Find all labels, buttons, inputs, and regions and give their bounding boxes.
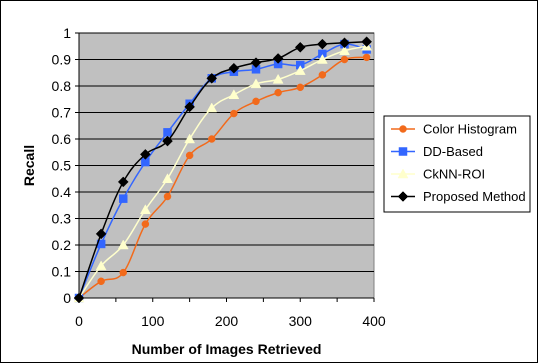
data-point (184, 101, 195, 113)
y-tick-label: 0.4 (52, 184, 72, 200)
data-point (274, 88, 282, 97)
data-point (140, 149, 151, 160)
series-cknn-roi (73, 40, 373, 303)
y-tick-label: 0.7 (52, 105, 72, 121)
data-point (294, 65, 306, 75)
y-tick-label: 1 (63, 25, 71, 41)
legend-marker (397, 191, 409, 202)
data-point (228, 89, 240, 99)
legend-marker (399, 125, 407, 133)
data-point (340, 55, 349, 64)
y-tick-label: 0 (63, 290, 71, 306)
data-point (230, 109, 238, 118)
x-tick-label: 100 (141, 313, 165, 329)
data-point (206, 72, 218, 84)
data-point (117, 239, 129, 250)
y-tick-label: 0.6 (52, 131, 72, 147)
data-point (272, 53, 284, 64)
y-tick-label: 0.5 (52, 158, 72, 174)
legend-item-cknn-roi: CkNN-ROI (391, 167, 485, 182)
x-axis-title: Number of Images Retrieved (132, 341, 322, 357)
y-tick-label: 0.3 (52, 211, 72, 227)
data-point (206, 102, 218, 113)
data-point (318, 71, 327, 79)
data-point (163, 192, 172, 201)
data-point (184, 133, 196, 144)
legend-label: Proposed Method (423, 189, 526, 204)
data-point (296, 83, 304, 92)
legend-item-dd-based: DD-Based (391, 144, 483, 159)
data-point (117, 176, 129, 188)
data-point (119, 268, 127, 277)
legend-marker (398, 147, 408, 156)
data-point (228, 62, 240, 74)
y-tick-label: 0.8 (52, 78, 72, 94)
data-point (339, 37, 350, 49)
legend-item-proposed-method: Proposed Method (391, 189, 526, 204)
data-point (73, 292, 85, 304)
data-point (162, 135, 173, 147)
legend-item-color-histogram: Color Histogram (391, 122, 517, 137)
legend-label: DD-Based (423, 144, 483, 159)
data-point (163, 128, 172, 137)
data-point (317, 38, 328, 50)
y-tick-label: 0.2 (52, 237, 72, 253)
x-tick-label: 400 (362, 313, 386, 329)
data-point (252, 97, 260, 106)
data-point (97, 277, 105, 286)
x-tick-label: 200 (215, 313, 239, 329)
legend-label: Color Histogram (423, 122, 517, 137)
data-point (139, 204, 151, 215)
axes: 0 0.1 0.2 0.3 0.4 0.5 0.6 0.7 0.8 0.9 1 0 100 200 300 4… (52, 25, 386, 329)
x-tick-label: 300 (289, 313, 313, 329)
y-tick-label: 0.9 (52, 52, 72, 68)
legend: Color Histogram DD-Based CkNN-ROI Proposed … (383, 115, 531, 213)
data-point (250, 57, 262, 69)
data-point (141, 220, 150, 228)
data-point (250, 78, 262, 89)
y-tick-label: 0.1 (52, 264, 72, 280)
data-point (362, 53, 371, 62)
legend-marker (397, 168, 409, 179)
data-point (95, 260, 107, 271)
series-group (73, 36, 373, 304)
grid-lines (79, 32, 374, 272)
legend-label: CkNN-ROI (423, 167, 485, 182)
data-point (316, 53, 328, 64)
data-point (294, 41, 306, 53)
series-proposed-method (73, 36, 372, 304)
x-tick-label: 0 (75, 313, 83, 329)
data-point (272, 73, 284, 84)
data-point (361, 36, 372, 48)
data-point (119, 194, 128, 203)
data-point (185, 151, 194, 160)
data-point (162, 173, 173, 183)
y-axis-title: Recall (21, 145, 37, 186)
data-point (95, 228, 107, 240)
data-point (339, 45, 350, 56)
data-point (208, 135, 216, 143)
